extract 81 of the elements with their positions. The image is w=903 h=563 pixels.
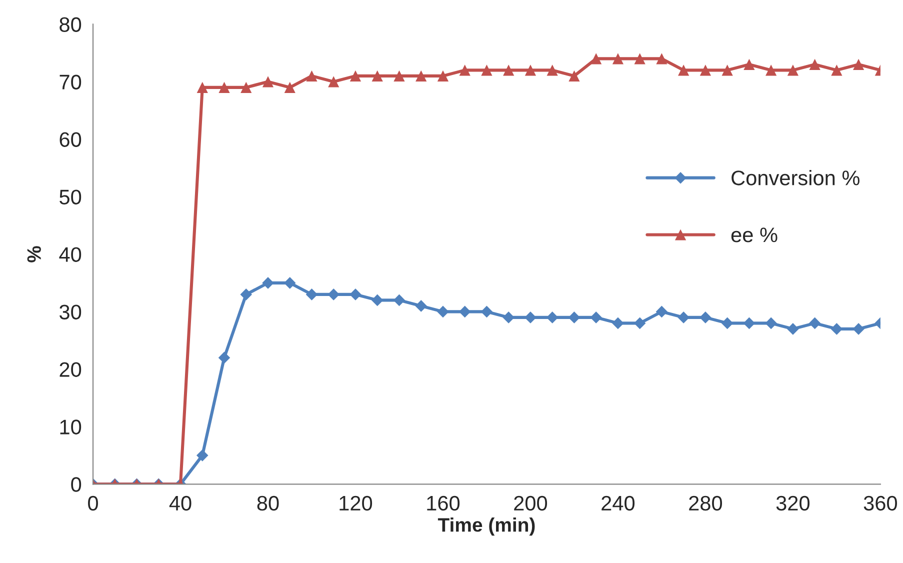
point <box>262 277 274 289</box>
x-tick-label: 360 <box>864 496 897 511</box>
x-tick-label: 40 <box>169 496 192 511</box>
y-tick-label: 60 <box>60 132 82 147</box>
y-tick-label: 50 <box>60 190 82 204</box>
point <box>700 64 711 76</box>
point <box>372 70 383 82</box>
y-tick-label: 30 <box>60 304 82 320</box>
point <box>612 53 624 64</box>
point <box>590 312 602 324</box>
point <box>809 58 820 70</box>
point <box>568 70 580 82</box>
point <box>656 53 668 64</box>
point <box>787 64 798 76</box>
point <box>502 312 514 324</box>
point <box>262 76 274 88</box>
point <box>393 294 406 306</box>
point <box>766 64 777 76</box>
point <box>218 82 230 94</box>
point <box>678 64 690 76</box>
x-tick-label: 280 <box>689 496 722 511</box>
x-tick-label: 80 <box>257 496 279 511</box>
point <box>765 317 777 330</box>
y-tick-label: 70 <box>60 74 82 90</box>
x-tick-label: 320 <box>776 496 810 511</box>
point <box>721 317 734 330</box>
point <box>678 312 690 324</box>
point <box>350 70 362 82</box>
x-tick-label: 160 <box>427 496 460 511</box>
point <box>459 64 470 76</box>
point <box>458 306 471 318</box>
point <box>808 317 821 330</box>
point <box>371 294 384 306</box>
y-axis-title: % <box>27 246 41 262</box>
point <box>700 312 712 324</box>
point <box>240 288 252 300</box>
point <box>415 300 427 312</box>
point <box>350 288 362 300</box>
point <box>524 64 536 76</box>
point <box>590 53 602 64</box>
point <box>328 76 340 88</box>
point <box>634 53 646 64</box>
legend-label: Conversion % <box>732 170 860 186</box>
point <box>480 306 493 318</box>
y-tick-label: 20 <box>60 362 82 377</box>
point <box>328 288 340 300</box>
point <box>634 317 646 330</box>
point <box>437 70 449 82</box>
point <box>656 306 668 318</box>
x-tick-label: 240 <box>602 496 635 511</box>
point <box>481 64 492 76</box>
x-axis-title: Time (min) <box>438 517 535 536</box>
point <box>416 70 427 82</box>
point <box>218 352 230 364</box>
point <box>744 58 755 70</box>
point <box>743 317 756 330</box>
point <box>852 323 864 335</box>
point <box>524 312 536 324</box>
legend-label: ee % <box>731 228 778 242</box>
point <box>306 70 318 82</box>
x-tick-label: 0 <box>88 496 98 511</box>
point <box>306 288 318 300</box>
point <box>503 64 514 76</box>
y-tick-label: 0 <box>71 477 82 492</box>
point <box>196 450 208 462</box>
point <box>394 70 405 82</box>
point <box>787 323 799 335</box>
point <box>240 82 252 94</box>
point <box>437 306 449 318</box>
point <box>546 64 558 76</box>
x-tick-label: 120 <box>340 496 372 511</box>
y-tick-label: 40 <box>59 247 82 262</box>
y-tick-label: 10 <box>60 420 82 434</box>
point <box>831 64 842 76</box>
point <box>852 58 864 70</box>
point <box>612 317 624 330</box>
point <box>196 82 208 94</box>
point <box>284 82 296 94</box>
point <box>722 64 733 76</box>
y-tick-label: 80 <box>60 17 82 32</box>
x-tick-label: 200 <box>514 496 548 511</box>
